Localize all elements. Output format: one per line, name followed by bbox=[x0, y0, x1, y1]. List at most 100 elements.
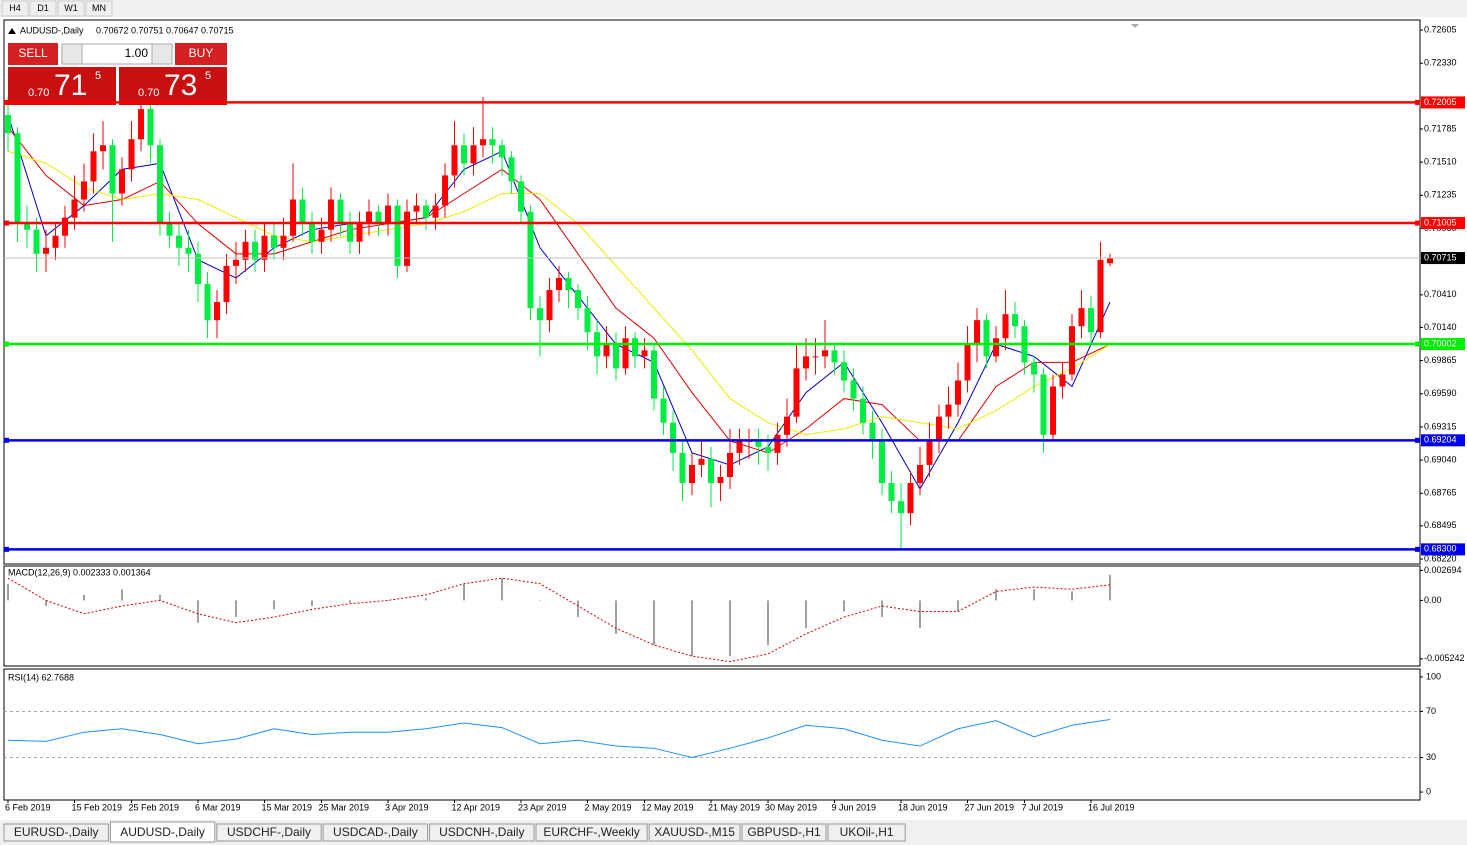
y-tick-label: 0.70410 bbox=[1424, 289, 1457, 299]
candle-body bbox=[413, 205, 420, 212]
level-handle[interactable] bbox=[1415, 99, 1420, 105]
symbol-tab[interactable] bbox=[109, 821, 216, 843]
macd-bar bbox=[121, 589, 123, 601]
level-handle[interactable] bbox=[4, 341, 9, 347]
timeframe-button[interactable] bbox=[85, 0, 113, 17]
macd-bar bbox=[45, 600, 47, 606]
level-handle[interactable] bbox=[1415, 341, 1420, 347]
trade-panel: SELL 1.00 BUY 0.70 71 5 0.70 73 5 bbox=[8, 43, 227, 105]
candle-body bbox=[964, 344, 971, 381]
y-tick-label: 0.69040 bbox=[1424, 454, 1457, 464]
candle-body bbox=[1040, 374, 1047, 435]
symbol: AUDUSD-,Daily bbox=[20, 25, 84, 35]
candle-body bbox=[613, 344, 619, 369]
symbol-tab[interactable] bbox=[3, 823, 109, 842]
symbol-tab[interactable] bbox=[648, 823, 741, 842]
macd-bar bbox=[805, 600, 807, 629]
candle-body bbox=[565, 277, 572, 291]
rsi-title: RSI(14) 62.7688 bbox=[8, 672, 74, 682]
symbol-tab-label: GBPUSD-,H1 bbox=[747, 825, 821, 839]
macd-bar bbox=[767, 600, 769, 645]
buy-label: BUY bbox=[189, 46, 214, 60]
level-price-label: 0.69204 bbox=[1424, 435, 1457, 445]
macd-bar bbox=[691, 600, 693, 657]
candle-body bbox=[945, 404, 952, 417]
symbol-tab[interactable] bbox=[429, 823, 535, 842]
y-tick-label: 0.68220 bbox=[1424, 553, 1457, 563]
scroll-marker bbox=[1131, 24, 1139, 28]
x-tick-label: 21 May 2019 bbox=[708, 802, 760, 812]
candle-body bbox=[62, 217, 68, 236]
candle-body bbox=[299, 199, 306, 224]
macd-bar bbox=[653, 600, 655, 645]
level-handle[interactable] bbox=[1415, 437, 1420, 443]
candle-body bbox=[926, 440, 933, 465]
candle-body bbox=[461, 145, 467, 164]
level-handle[interactable] bbox=[4, 437, 9, 443]
collapse-icon[interactable] bbox=[8, 28, 16, 34]
candle-body bbox=[157, 145, 163, 224]
x-tick-label: 15 Feb 2019 bbox=[72, 802, 123, 812]
candle-body bbox=[366, 211, 372, 224]
y-tick-label: 0.71510 bbox=[1424, 157, 1457, 167]
candle-body bbox=[52, 235, 59, 248]
candle-body bbox=[641, 350, 648, 357]
moving-average bbox=[7, 150, 1111, 436]
level-handle[interactable] bbox=[4, 220, 9, 226]
x-tick-label: 18 Jun 2019 bbox=[898, 802, 948, 812]
candle-body bbox=[195, 253, 201, 284]
candle-body bbox=[252, 241, 258, 260]
symbol-tab[interactable] bbox=[741, 823, 827, 842]
symbol-tab-label: UKOil-,H1 bbox=[840, 825, 894, 839]
candle-body bbox=[176, 235, 182, 248]
candle-body bbox=[375, 211, 382, 224]
lot-value: 1.00 bbox=[125, 46, 149, 60]
level-handle[interactable] bbox=[4, 99, 9, 105]
ask-pips: 73 bbox=[164, 69, 197, 102]
candle-body bbox=[556, 277, 562, 291]
symbol-tab[interactable] bbox=[322, 823, 429, 842]
lot-up[interactable] bbox=[151, 43, 173, 65]
symbol-tab[interactable] bbox=[216, 823, 322, 842]
y-tick-label: 30 bbox=[1426, 752, 1436, 762]
candle-body bbox=[955, 380, 961, 405]
lot-down[interactable] bbox=[61, 43, 83, 65]
candle-body bbox=[451, 145, 458, 176]
buy-price-box[interactable] bbox=[119, 67, 227, 105]
candle-body bbox=[280, 235, 287, 248]
sell-price-box[interactable] bbox=[8, 67, 116, 105]
symbol-tab[interactable] bbox=[535, 823, 648, 842]
level-price-box bbox=[1421, 96, 1465, 109]
close-value: 0.70715 bbox=[201, 25, 234, 35]
candle-body bbox=[109, 145, 116, 194]
macd-bar bbox=[311, 600, 313, 606]
timeframe-button[interactable] bbox=[29, 0, 57, 17]
macd-bar bbox=[1033, 589, 1035, 601]
symbol-tab[interactable] bbox=[827, 823, 906, 842]
macd-bar bbox=[577, 600, 579, 618]
candle-body bbox=[632, 338, 638, 357]
timeframe-button[interactable] bbox=[57, 0, 85, 17]
symbol-tab-label: EURCHF-,Weekly bbox=[543, 825, 639, 839]
level-handle[interactable] bbox=[1415, 220, 1420, 226]
candle-body bbox=[309, 223, 315, 242]
level-handle[interactable] bbox=[1415, 546, 1420, 552]
candle-body bbox=[318, 229, 325, 242]
candle-body bbox=[765, 446, 771, 453]
rsi-panel bbox=[3, 668, 1421, 801]
candle-body bbox=[831, 350, 838, 363]
buy-button[interactable] bbox=[175, 43, 227, 65]
candle-body bbox=[879, 440, 885, 484]
x-tick-label: 7 Jul 2019 bbox=[1022, 802, 1064, 812]
level-price-label: 0.70002 bbox=[1424, 338, 1457, 348]
level-price-box bbox=[1421, 252, 1465, 265]
candle-body bbox=[850, 380, 857, 399]
bid-pips: 71 bbox=[54, 69, 87, 102]
sell-button[interactable] bbox=[8, 43, 58, 65]
candle-body bbox=[584, 308, 591, 333]
level-handle[interactable] bbox=[4, 546, 9, 552]
timeframe-button[interactable] bbox=[1, 0, 29, 17]
candle-body bbox=[499, 145, 505, 158]
